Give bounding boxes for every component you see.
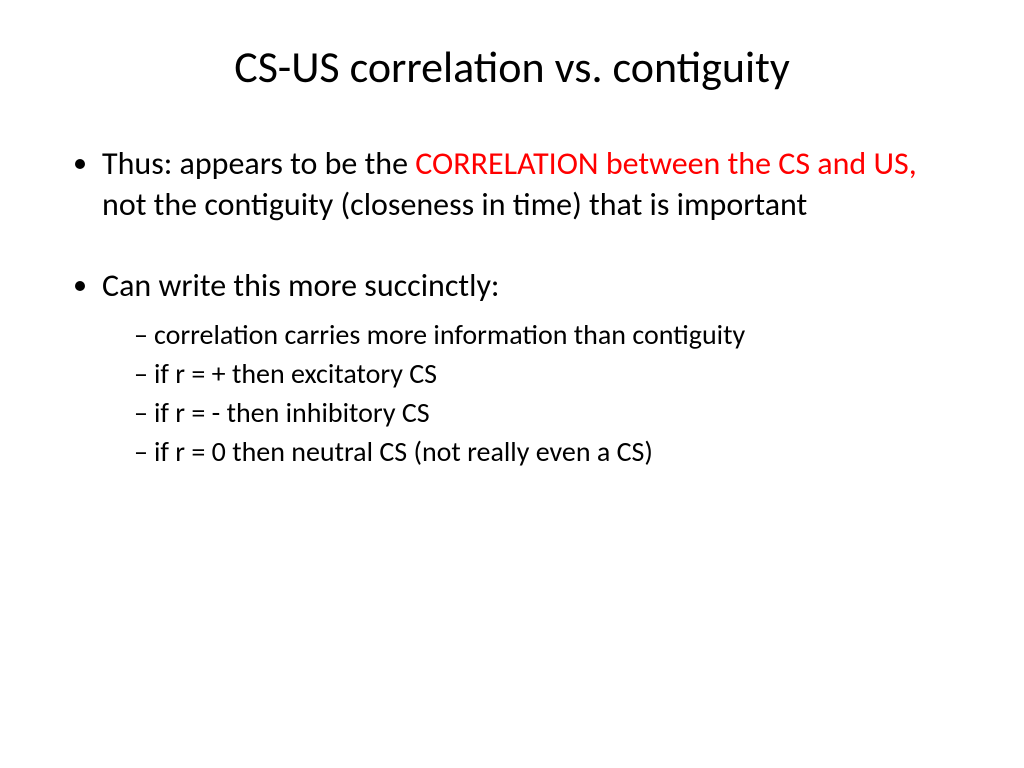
sub-bullet-list: correlation carries more information tha… [134, 315, 964, 472]
sub-bullet-3: if r = - then inhibitory CS [134, 393, 964, 432]
slide-title: CS-US correlation vs. contiguity [60, 40, 964, 94]
sub-bullet-4: if r = 0 then neutral CS (not really eve… [134, 432, 964, 471]
bullet-1-part1: Thus: appears to be the [102, 144, 415, 183]
bullet-list: Thus: appears to be the CORRELATION betw… [102, 144, 964, 472]
bullet-2-text: Can write this more succinctly: [102, 266, 499, 305]
sub-bullet-2: if r = + then excitatory CS [134, 354, 964, 393]
bullet-1-part2: not the contiguity (closeness in time) t… [102, 185, 807, 224]
bullet-item-1: Thus: appears to be the CORRELATION betw… [102, 144, 964, 226]
bullet-item-2: Can write this more succinctly: correlat… [102, 266, 964, 472]
sub-bullet-1: correlation carries more information tha… [134, 315, 964, 354]
slide-container: CS-US correlation vs. contiguity Thus: a… [0, 0, 1024, 768]
bullet-1-highlight: CORRELATION between the CS and US, [415, 144, 916, 183]
